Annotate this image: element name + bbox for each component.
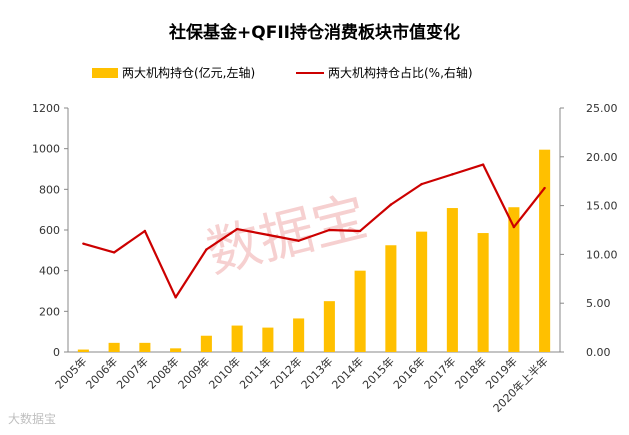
y-left-tick-label: 400 <box>39 265 60 278</box>
chart-title: 社保基金+QFII持仓消费板块市值变化 <box>169 23 460 43</box>
bar <box>416 231 428 352</box>
y-left-tick-label: 0 <box>53 346 60 359</box>
x-tick-label: 2016年 <box>390 354 427 391</box>
ratio-point <box>420 182 423 186</box>
y-right-tick-label: 0.00 <box>586 346 611 359</box>
y-left-tick-label: 1200 <box>32 102 60 115</box>
bar <box>262 327 274 352</box>
legend-line-label: 两大机构持仓占比(%,右轴) <box>328 66 473 80</box>
x-tick-label: 2014年 <box>329 354 366 391</box>
legend-line-swatch <box>296 71 324 74</box>
x-tick-label: 2005年 <box>52 354 89 391</box>
y-right-tick-label: 20.00 <box>586 151 618 164</box>
y-right-tick-label: 5.00 <box>586 297 611 310</box>
ratio-point <box>512 225 516 229</box>
ratio-point <box>174 296 177 299</box>
x-tick-label: 2017年 <box>421 354 458 391</box>
bar <box>170 348 182 352</box>
x-tick-label: 2015年 <box>360 354 397 391</box>
ratio-point <box>143 229 147 233</box>
bar <box>108 342 120 352</box>
y-left-tick-label: 200 <box>39 305 60 318</box>
bar <box>293 318 305 352</box>
bar <box>139 342 151 352</box>
ratio-point <box>235 227 239 231</box>
x-tick-label: 2018年 <box>452 354 489 391</box>
bar <box>354 270 366 352</box>
ratio-point <box>266 233 270 237</box>
ratio-point <box>389 203 393 206</box>
bar <box>477 233 489 352</box>
x-tick-label: 2009年 <box>175 354 212 391</box>
ratio-point <box>543 186 546 190</box>
ratio-point <box>205 248 208 251</box>
y-left-tick-label: 1000 <box>32 143 60 156</box>
y-right-tick-label: 10.00 <box>586 248 618 261</box>
legend-bar-swatch <box>92 67 118 78</box>
x-tick-label: 2013年 <box>298 354 335 391</box>
legend-item-line: 两大机构持仓占比(%,右轴) <box>296 64 473 81</box>
y-left-tick-label: 800 <box>39 183 60 196</box>
bar <box>385 245 397 352</box>
bar <box>77 349 89 352</box>
ratio-line <box>83 163 546 299</box>
bar <box>508 207 520 352</box>
x-tick-label: 2011年 <box>237 354 274 391</box>
x-tick-label: 2008年 <box>144 354 181 391</box>
bar <box>231 325 243 352</box>
source-logo: 大数据宝 <box>8 412 57 426</box>
bar <box>446 208 458 352</box>
ratio-point <box>481 163 485 166</box>
x-tick-label: 2007年 <box>114 354 151 391</box>
ratio-point <box>328 228 331 232</box>
y-right-tick-label: 25.00 <box>586 102 618 115</box>
ratio-point <box>358 229 362 233</box>
bar <box>323 301 335 352</box>
ratio-point <box>82 242 85 245</box>
bar <box>200 335 212 352</box>
ratio-point <box>451 173 454 176</box>
y-left-tick-label: 600 <box>39 224 60 237</box>
ratio-point <box>112 251 116 254</box>
ratio-point <box>297 239 300 242</box>
bar <box>539 149 551 352</box>
y-right-tick-label: 15.00 <box>586 200 618 213</box>
x-tick-label: 2010年 <box>206 354 243 391</box>
legend-item-bar: 两大机构持仓(亿元,左轴) <box>92 64 255 81</box>
legend-bar-label: 两大机构持仓(亿元,左轴) <box>122 66 256 80</box>
x-tick-label: 2012年 <box>267 354 304 391</box>
x-tick-label: 2006年 <box>83 354 120 391</box>
